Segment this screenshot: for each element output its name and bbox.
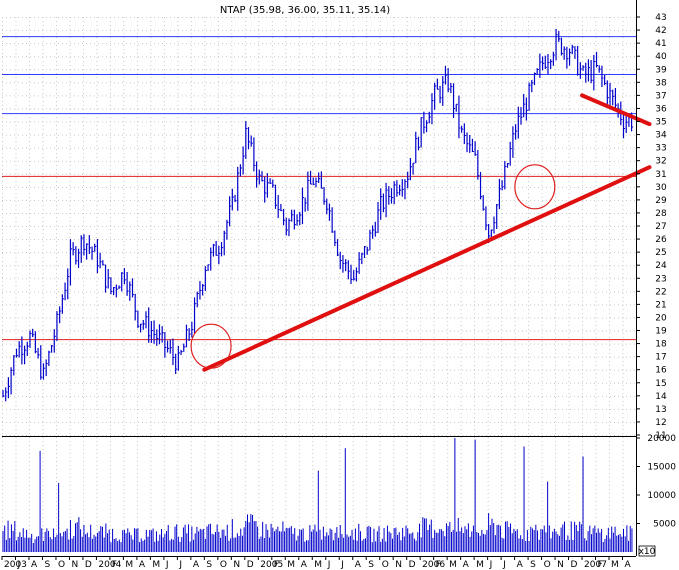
price-tick-label: 37 (655, 91, 666, 101)
price-tick-label: 32 (655, 157, 666, 167)
price-tick-label: 27 (655, 222, 666, 232)
volume-tick-label: 15000 (647, 463, 676, 473)
month-tick-label: S (44, 560, 50, 570)
trendlines (202, 93, 652, 372)
price-tick-label: 13 (655, 405, 666, 415)
month-tick-label: A (139, 560, 146, 570)
month-tick-label: A (517, 560, 524, 570)
month-tick-label: M (152, 560, 160, 570)
price-tick-label: 22 (655, 287, 666, 297)
month-tick-label: N (233, 560, 240, 570)
price-tick-label: 35 (655, 118, 666, 128)
month-tick-label: F (112, 560, 117, 570)
month-tick-label: 2003 (4, 560, 27, 570)
price-tick-label: 18 (655, 340, 667, 350)
price-tick-label: 43 (655, 13, 666, 23)
month-tick-label: O (220, 560, 227, 570)
price-bars (2, 28, 634, 402)
price-tick-label: 33 (655, 144, 666, 154)
month-tick-label: M (449, 560, 457, 570)
month-tick-label: 2005 (260, 560, 283, 570)
month-tick-label: F (436, 560, 441, 570)
highlight-circle (190, 323, 232, 369)
price-tick-label: 17 (655, 353, 666, 363)
price-tick-label: 16 (655, 366, 667, 376)
month-tick-label: F (598, 560, 603, 570)
chart-title: NTAP (35.98, 36.00, 35.11, 35.14) (220, 5, 390, 16)
volume-tick-label: 20000 (647, 434, 676, 444)
grid (2, 17, 637, 552)
price-tick-label: 11 (655, 431, 666, 441)
month-tick-label: S (206, 560, 212, 570)
price-tick-label: 24 (655, 261, 667, 271)
volume-tick-label: 10000 (647, 491, 676, 501)
price-tick-label: 39 (655, 65, 667, 75)
price-tick-label: 25 (655, 248, 666, 258)
price-tick-label: 31 (655, 170, 666, 180)
month-tick-label: J (502, 560, 506, 570)
month-tick-label: S (368, 560, 374, 570)
month-tick-label: D (85, 560, 92, 570)
month-tick-label: J (178, 560, 182, 570)
volume-tick-label: 5000 (653, 520, 676, 530)
price-tick-label: 19 (655, 327, 667, 337)
month-tick-label: N (71, 560, 78, 570)
price-tick-label: 15 (655, 379, 666, 389)
month-tick-label: A (193, 560, 200, 570)
month-tick-label: A (301, 560, 308, 570)
price-tick-label: 23 (655, 274, 666, 284)
highlight-circles (190, 164, 556, 369)
price-tick-label: 41 (655, 39, 666, 49)
month-tick-label: A (31, 560, 38, 570)
month-tick-label: J (16, 560, 20, 570)
month-tick-label: J (340, 560, 344, 570)
price-tick-label: 38 (655, 78, 667, 88)
trendline (580, 93, 652, 127)
month-tick-label: 2004 (98, 560, 121, 570)
month-tick-label: J (327, 560, 331, 570)
month-tick-label: F (274, 560, 279, 570)
volume-bars (2, 438, 633, 552)
month-tick-label: 2007 (584, 560, 607, 570)
volume-unit-label: x10 (639, 547, 656, 557)
price-tick-label: 40 (655, 52, 667, 62)
month-tick-label: A (355, 560, 362, 570)
month-tick-label: 2006 (422, 560, 445, 570)
price-tick-label: 12 (655, 418, 666, 428)
month-tick-label: M (314, 560, 322, 570)
highlight-circle (514, 164, 556, 210)
month-tick-label: M (287, 560, 295, 570)
volume-unit-box (638, 545, 656, 557)
month-tick-label: D (247, 560, 254, 570)
month-tick-label: N (395, 560, 402, 570)
month-tick-label: M (611, 560, 619, 570)
month-tick-label: J (489, 560, 493, 570)
month-tick-label: A (463, 560, 470, 570)
price-tick-label: 30 (655, 183, 667, 193)
price-tick-label: 34 (655, 131, 667, 141)
price-tick-label: 14 (655, 392, 667, 402)
price-tick-label: 26 (655, 235, 667, 245)
price-tick-label: 20 (655, 313, 667, 323)
price-tick-label: 36 (655, 104, 667, 114)
price-tick-label: 28 (655, 209, 667, 219)
month-tick-label: O (382, 560, 389, 570)
month-tick-label: J (165, 560, 169, 570)
month-tick-label: M (476, 560, 484, 570)
month-tick-label: O (544, 560, 551, 570)
price-tick-label: 42 (655, 26, 666, 36)
month-tick-label: O (58, 560, 65, 570)
month-tick-label: S (530, 560, 536, 570)
month-tick-label: D (571, 560, 578, 570)
month-tick-label: D (409, 560, 416, 570)
trendline (202, 165, 652, 372)
month-tick-label: A (625, 560, 632, 570)
month-tick-label: N (557, 560, 564, 570)
price-tick-label: 29 (655, 196, 667, 206)
price-tick-label: 21 (655, 300, 666, 310)
month-tick-label: M (125, 560, 133, 570)
